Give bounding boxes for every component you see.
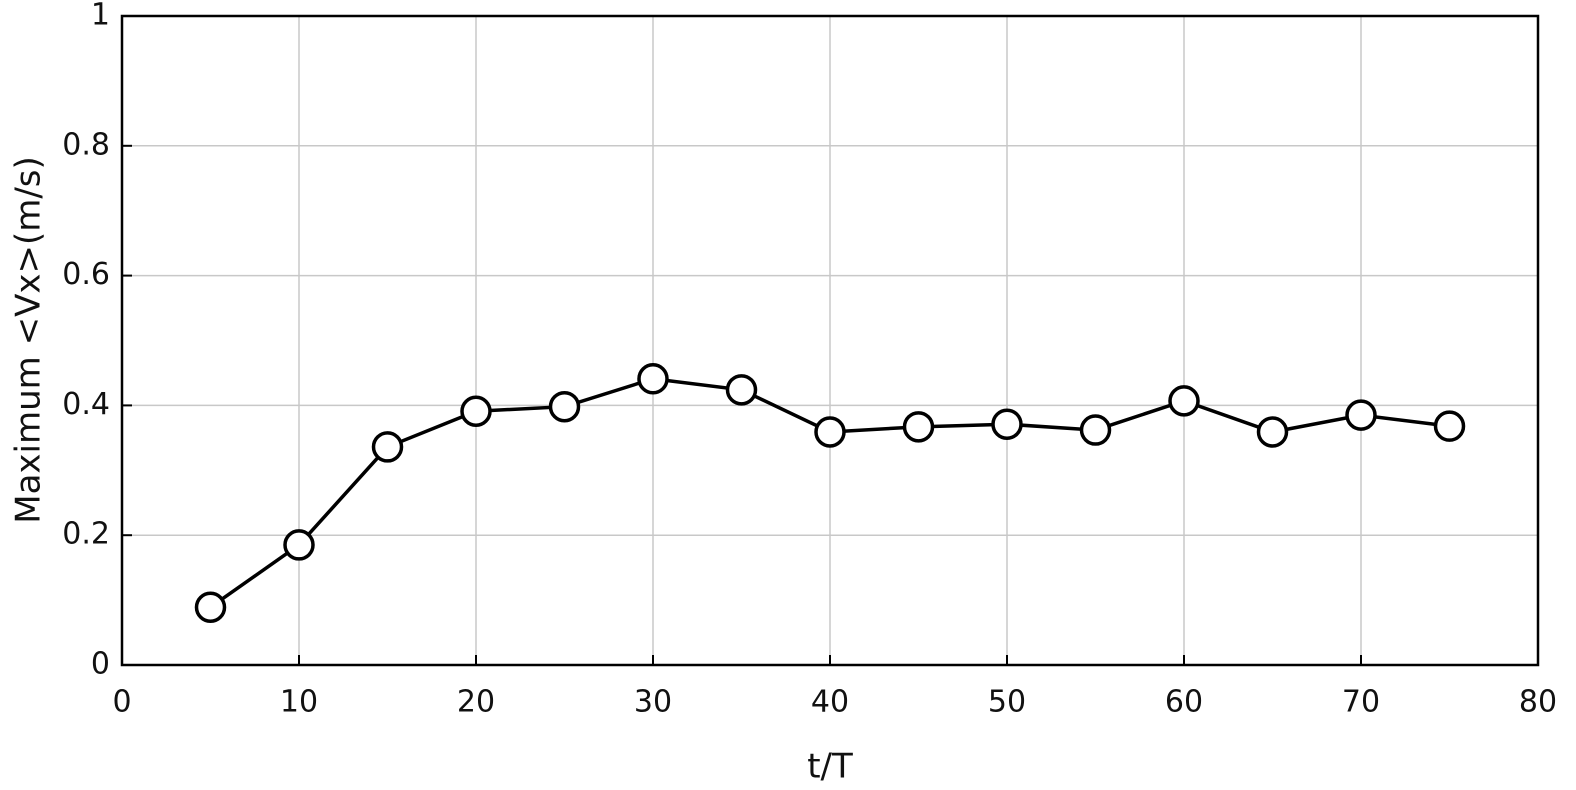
- x-tick-label: 10: [280, 685, 318, 720]
- x-tick-label: 50: [988, 685, 1026, 720]
- data-point: [194, 591, 227, 623]
- data-point: [1079, 414, 1112, 446]
- x-tick-label: 0: [112, 685, 131, 720]
- data-point: [1433, 410, 1466, 442]
- plot-frame: [120, 14, 1540, 667]
- data-point: [1256, 416, 1289, 448]
- x-tick-label: 60: [1165, 685, 1203, 720]
- data-point: [1168, 385, 1200, 417]
- x-tick-label: 40: [811, 685, 849, 720]
- y-tick-label: 0: [91, 647, 110, 682]
- y-axis-label: Maximum <Vx>(m/s): [9, 156, 49, 524]
- x-tick-label: 70: [1342, 685, 1380, 720]
- data-point: [991, 408, 1023, 440]
- data-point: [814, 416, 846, 448]
- data-point: [548, 390, 581, 423]
- x-tick-label: 20: [457, 685, 495, 720]
- data-point: [283, 529, 315, 561]
- y-tick-label: 0.6: [62, 257, 110, 292]
- x-tick-label: 80: [1519, 685, 1557, 720]
- data-point: [1345, 399, 1377, 431]
- data-point: [902, 411, 935, 443]
- y-tick-label: 0.8: [62, 127, 110, 162]
- x-axis-label: t/T: [807, 747, 853, 787]
- x-tick-label: 30: [634, 685, 672, 720]
- y-tick-label: 0.2: [62, 517, 110, 552]
- data-point: [371, 431, 404, 463]
- data-point: [725, 374, 758, 406]
- data-point: [637, 363, 669, 395]
- data-point: [460, 395, 492, 427]
- y-tick-label: 1: [91, 0, 110, 33]
- y-tick-label: 0.4: [62, 387, 110, 422]
